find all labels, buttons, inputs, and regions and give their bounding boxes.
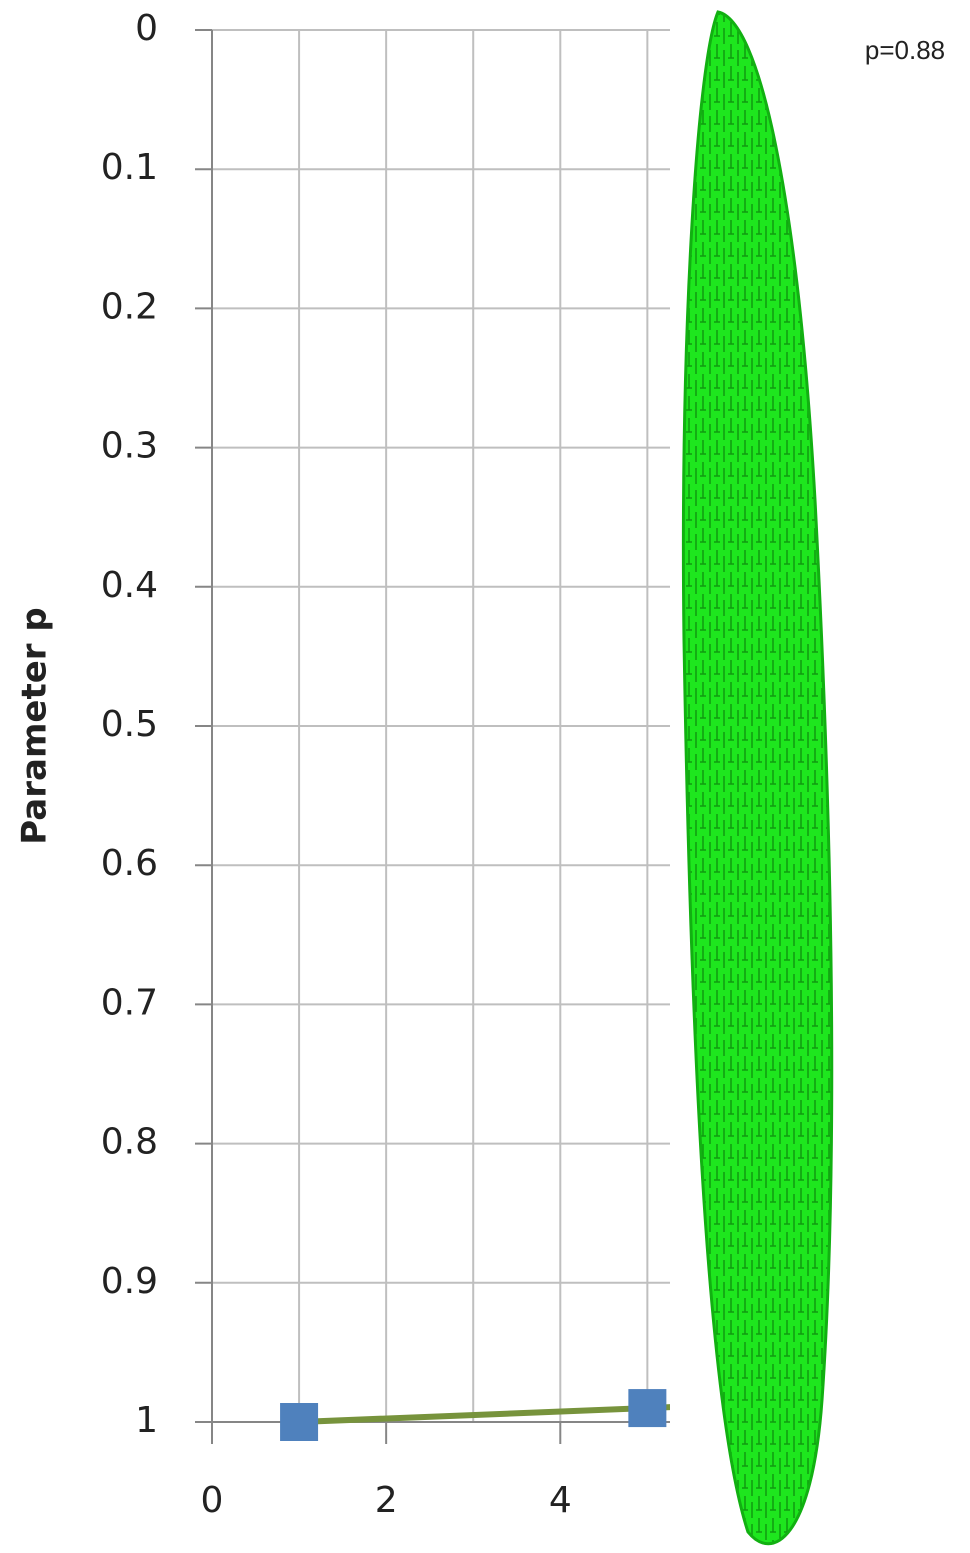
green-shape: [681, 10, 834, 1546]
y-tick-label: 0.3: [101, 426, 158, 467]
marker: [280, 1403, 319, 1441]
y-tick-label: 0.7: [101, 982, 158, 1023]
y-axis-label: Parameter p: [15, 607, 55, 844]
y-tick-label: 0.8: [101, 1122, 158, 1163]
y-tick-label: 1: [135, 1400, 158, 1441]
x-tick-label: 2: [375, 1480, 398, 1521]
y-tick-label: 0.1: [101, 147, 158, 188]
annotation: p=0.88: [865, 35, 945, 65]
y-tick-label: 0.5: [101, 704, 158, 745]
y-tick-label: 0.6: [101, 843, 158, 884]
y-tick-label: 0.9: [101, 1261, 158, 1302]
series: [280, 1389, 670, 1441]
grid: [195, 29, 670, 1444]
x-tick-label: 4: [549, 1480, 572, 1521]
y-tick-label: 0.2: [101, 286, 158, 327]
line: [298, 1405, 648, 1425]
y-tick-label: 0.4: [101, 565, 158, 606]
y-tick-label: 0: [135, 8, 158, 49]
marker: [628, 1389, 667, 1428]
x-tick-label: 0: [201, 1480, 224, 1521]
